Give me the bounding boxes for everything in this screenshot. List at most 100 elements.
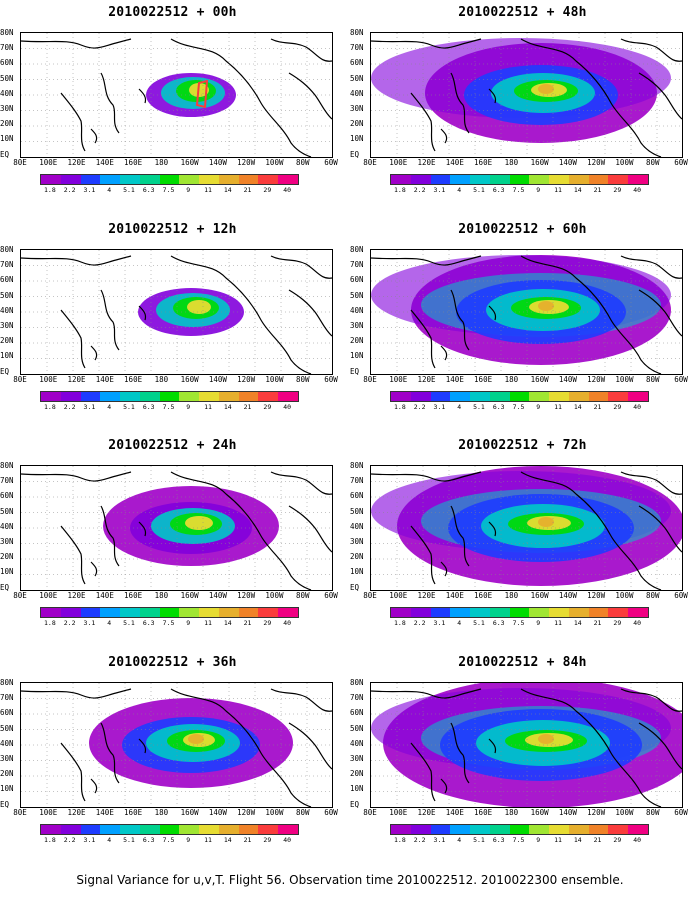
longitude-label: 100W (615, 375, 634, 384)
colorbar-label: 14 (223, 836, 232, 844)
colorbar-swatch (179, 392, 200, 401)
coastline (638, 72, 682, 120)
coastline (450, 72, 470, 134)
colorbar-swatch (238, 175, 259, 184)
longitude-label: 100E (39, 158, 58, 167)
longitude-label: 80E (363, 375, 377, 384)
longitude-label: 180 (154, 158, 169, 167)
latitude-label: 80N (0, 678, 14, 687)
map-svg (371, 466, 682, 590)
latitude-label: 80N (350, 678, 364, 687)
coastline (170, 471, 312, 590)
longitude-label: 60W (324, 375, 338, 384)
coastline (450, 505, 470, 567)
latitude-label: 20N (350, 119, 364, 129)
map-panel-p60: 2010022512 + 60h 80N 70N 60N 50N 40N 30N 20N 10N… (350, 222, 695, 434)
coastline (60, 92, 86, 152)
map-area (370, 465, 683, 591)
latitude-label: EQ (350, 799, 360, 809)
colorbar-swatch (430, 175, 451, 184)
coastline (60, 309, 86, 369)
colorbar-label: 6.3 (142, 186, 155, 194)
colorbar (40, 607, 299, 618)
longitude-label: 180 (154, 808, 169, 817)
colorbar-label: 40 (633, 403, 642, 411)
latitude-label: 70N (0, 693, 14, 703)
longitude-label: 80W (295, 375, 310, 384)
colorbar-swatch (60, 608, 81, 617)
colorbar-swatch (80, 608, 101, 617)
longitude-label: 100E (389, 158, 408, 167)
longitude-label: 140W (208, 591, 227, 600)
coastline (270, 255, 332, 279)
latitude-label: 30N (0, 104, 14, 113)
longitude-label: 120E (417, 591, 436, 600)
longitude-label: 60W (674, 591, 688, 600)
colorbar-swatch (430, 608, 451, 617)
colorbar-label: 7.5 (512, 403, 525, 411)
longitude-label: 100E (389, 375, 408, 384)
colorbar-label: 21 (243, 836, 252, 844)
latitude-label: EQ (0, 582, 10, 592)
coastline (288, 722, 332, 770)
latitude-label: 80N (350, 245, 364, 254)
colorbar-swatch (489, 608, 510, 617)
colorbar-label: 4 (107, 403, 112, 411)
colorbar-label: 5.1 (123, 836, 135, 844)
longitude-label: 80E (13, 158, 27, 167)
variance-field (371, 38, 671, 143)
longitude-label: 160E (474, 591, 493, 600)
colorbar-swatch (608, 825, 629, 834)
latitude-label: 50N (0, 506, 14, 516)
colorbar-label: 21 (593, 403, 602, 411)
latitude-label: 80N (350, 28, 364, 37)
colorbar (390, 607, 649, 618)
colorbar-swatch (568, 175, 589, 184)
latitude-label: 50N (0, 723, 14, 733)
colorbar-swatch (278, 175, 298, 184)
variance-field (103, 486, 279, 566)
coastline (488, 521, 497, 537)
longitude-label: 120W (587, 158, 606, 167)
coastline (450, 722, 470, 784)
colorbar-swatch (549, 175, 569, 184)
colorbar-label: 11 (204, 619, 212, 627)
variance-contour (185, 516, 213, 530)
map-area (370, 249, 683, 375)
longitude-label: 140E (445, 591, 464, 600)
panel-title: 2010022512 + 60h (458, 222, 587, 237)
longitude-label: 80W (295, 591, 310, 600)
coastline (138, 521, 147, 537)
latitude-label: EQ (0, 366, 10, 376)
longitude-label: 100W (615, 591, 634, 600)
latitude-label: 60N (0, 58, 14, 68)
latitude-label: 60N (350, 491, 364, 501)
longitude-label: 80E (363, 591, 377, 600)
colorbar-swatch (80, 175, 101, 184)
colorbar-swatch (529, 175, 550, 184)
longitude-label: 160E (474, 375, 493, 384)
colorbar-swatch (608, 608, 629, 617)
coastline (371, 471, 482, 482)
colorbar-label: 14 (573, 619, 582, 627)
colorbar-label: 6.3 (142, 403, 155, 411)
coastline (138, 738, 147, 754)
longitude-label: 60W (324, 591, 338, 600)
colorbar-swatch (549, 392, 569, 401)
colorbar (40, 174, 299, 185)
colorbar-swatch (139, 825, 160, 834)
colorbar-label: 14 (223, 403, 232, 411)
colorbar-label: 1.8 (394, 186, 406, 194)
longitude-label: 80E (363, 808, 377, 817)
latitude-label: 30N (350, 537, 364, 546)
coastline (410, 525, 436, 585)
colorbar-swatch (258, 175, 279, 184)
longitude-label: 100W (265, 158, 284, 167)
colorbar-swatch (391, 608, 411, 617)
colorbar (390, 391, 649, 402)
longitude-label: 140E (95, 158, 114, 167)
panel-title: 2010022512 + 12h (108, 222, 237, 237)
longitude-label: 100E (39, 591, 58, 600)
colorbar-swatch (489, 175, 510, 184)
longitude-label: 120W (587, 375, 606, 384)
